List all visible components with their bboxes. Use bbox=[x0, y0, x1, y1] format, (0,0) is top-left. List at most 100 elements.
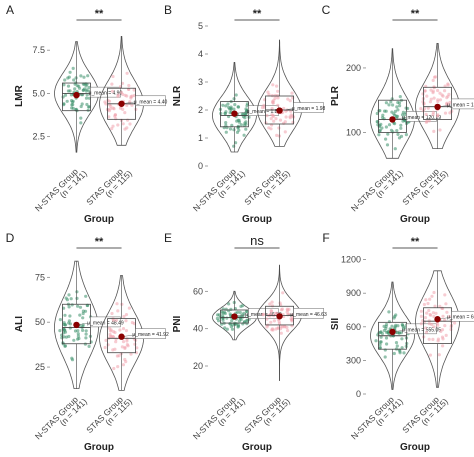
data-point bbox=[270, 113, 274, 117]
data-point bbox=[271, 101, 275, 105]
data-point bbox=[278, 118, 283, 122]
data-point bbox=[277, 126, 281, 130]
data-point bbox=[431, 311, 435, 315]
data-point bbox=[129, 352, 133, 356]
data-point bbox=[76, 337, 80, 341]
data-point bbox=[378, 109, 382, 113]
data-point bbox=[443, 324, 447, 328]
data-point bbox=[382, 324, 386, 328]
data-point bbox=[60, 336, 64, 340]
data-point bbox=[286, 97, 290, 101]
y-tick-label: 0 bbox=[356, 389, 361, 399]
data-point bbox=[232, 107, 236, 111]
data-point bbox=[290, 319, 294, 323]
data-point bbox=[432, 96, 436, 100]
data-point bbox=[274, 117, 278, 121]
y-axis-label: PNI bbox=[172, 315, 183, 332]
data-point bbox=[61, 95, 65, 99]
data-point bbox=[76, 329, 80, 333]
data-point bbox=[215, 316, 219, 321]
data-point bbox=[224, 130, 228, 134]
data-point bbox=[399, 134, 404, 138]
data-point bbox=[283, 130, 287, 134]
data-point bbox=[270, 300, 274, 304]
data-point bbox=[428, 100, 432, 104]
data-point bbox=[392, 351, 396, 356]
data-point bbox=[70, 358, 75, 362]
data-point bbox=[63, 313, 67, 317]
data-point bbox=[83, 309, 88, 313]
data-point bbox=[431, 78, 435, 82]
data-point bbox=[428, 297, 432, 301]
data-point bbox=[282, 106, 286, 111]
data-point bbox=[377, 133, 381, 137]
data-point bbox=[399, 123, 403, 127]
violin-1 bbox=[54, 41, 99, 153]
data-point bbox=[282, 121, 286, 125]
data-point bbox=[124, 329, 129, 333]
y-tick-label: 60 bbox=[193, 286, 203, 296]
y-axis-label: NLR bbox=[172, 85, 183, 106]
data-point bbox=[424, 112, 428, 116]
data-point bbox=[234, 93, 238, 97]
y-axis-label: LMR bbox=[14, 84, 25, 106]
data-point bbox=[247, 115, 251, 119]
data-point bbox=[135, 346, 139, 350]
data-point bbox=[228, 127, 233, 131]
data-point bbox=[239, 318, 243, 322]
data-point bbox=[436, 113, 440, 117]
data-point bbox=[79, 104, 83, 109]
data-point bbox=[441, 337, 445, 341]
data-point bbox=[382, 328, 386, 333]
data-point bbox=[110, 82, 114, 86]
mean-dot bbox=[276, 107, 283, 114]
data-point bbox=[115, 302, 119, 306]
data-point bbox=[269, 117, 273, 121]
data-point bbox=[125, 339, 129, 343]
data-point bbox=[444, 302, 448, 306]
data-point bbox=[419, 314, 423, 318]
significance-label: ** bbox=[95, 8, 104, 20]
data-point bbox=[224, 121, 228, 125]
data-point bbox=[426, 106, 430, 110]
panel-letter: F bbox=[322, 231, 329, 245]
y-tick-label: 5 bbox=[198, 21, 203, 31]
data-point bbox=[242, 311, 246, 315]
data-point bbox=[425, 311, 429, 315]
data-point bbox=[116, 94, 120, 98]
data-point bbox=[270, 107, 274, 111]
data-point bbox=[84, 329, 88, 333]
data-point bbox=[432, 86, 436, 90]
data-point bbox=[109, 329, 113, 333]
data-point bbox=[391, 130, 395, 134]
data-point bbox=[397, 331, 402, 335]
data-point bbox=[446, 83, 450, 87]
data-point bbox=[441, 344, 445, 348]
data-point bbox=[227, 302, 231, 306]
data-point bbox=[379, 335, 383, 339]
data-point bbox=[376, 123, 380, 127]
mean-label: μ_mean = 667.50 bbox=[447, 315, 474, 321]
y-tick-label: 3 bbox=[198, 77, 203, 87]
data-point bbox=[216, 313, 220, 317]
data-point bbox=[431, 112, 435, 117]
data-point bbox=[440, 328, 445, 332]
data-point bbox=[395, 129, 399, 133]
mean-label-box bbox=[135, 95, 166, 107]
data-point bbox=[438, 128, 442, 132]
data-point bbox=[225, 316, 229, 320]
data-point bbox=[445, 96, 449, 100]
data-point bbox=[66, 84, 71, 88]
data-point bbox=[267, 93, 271, 97]
data-point bbox=[432, 290, 436, 295]
data-point bbox=[244, 127, 248, 131]
data-point bbox=[383, 355, 387, 359]
data-point bbox=[273, 93, 277, 98]
data-point bbox=[113, 330, 117, 335]
data-point bbox=[391, 103, 395, 107]
data-point bbox=[437, 353, 441, 357]
data-point bbox=[392, 112, 396, 116]
data-point bbox=[76, 332, 80, 336]
